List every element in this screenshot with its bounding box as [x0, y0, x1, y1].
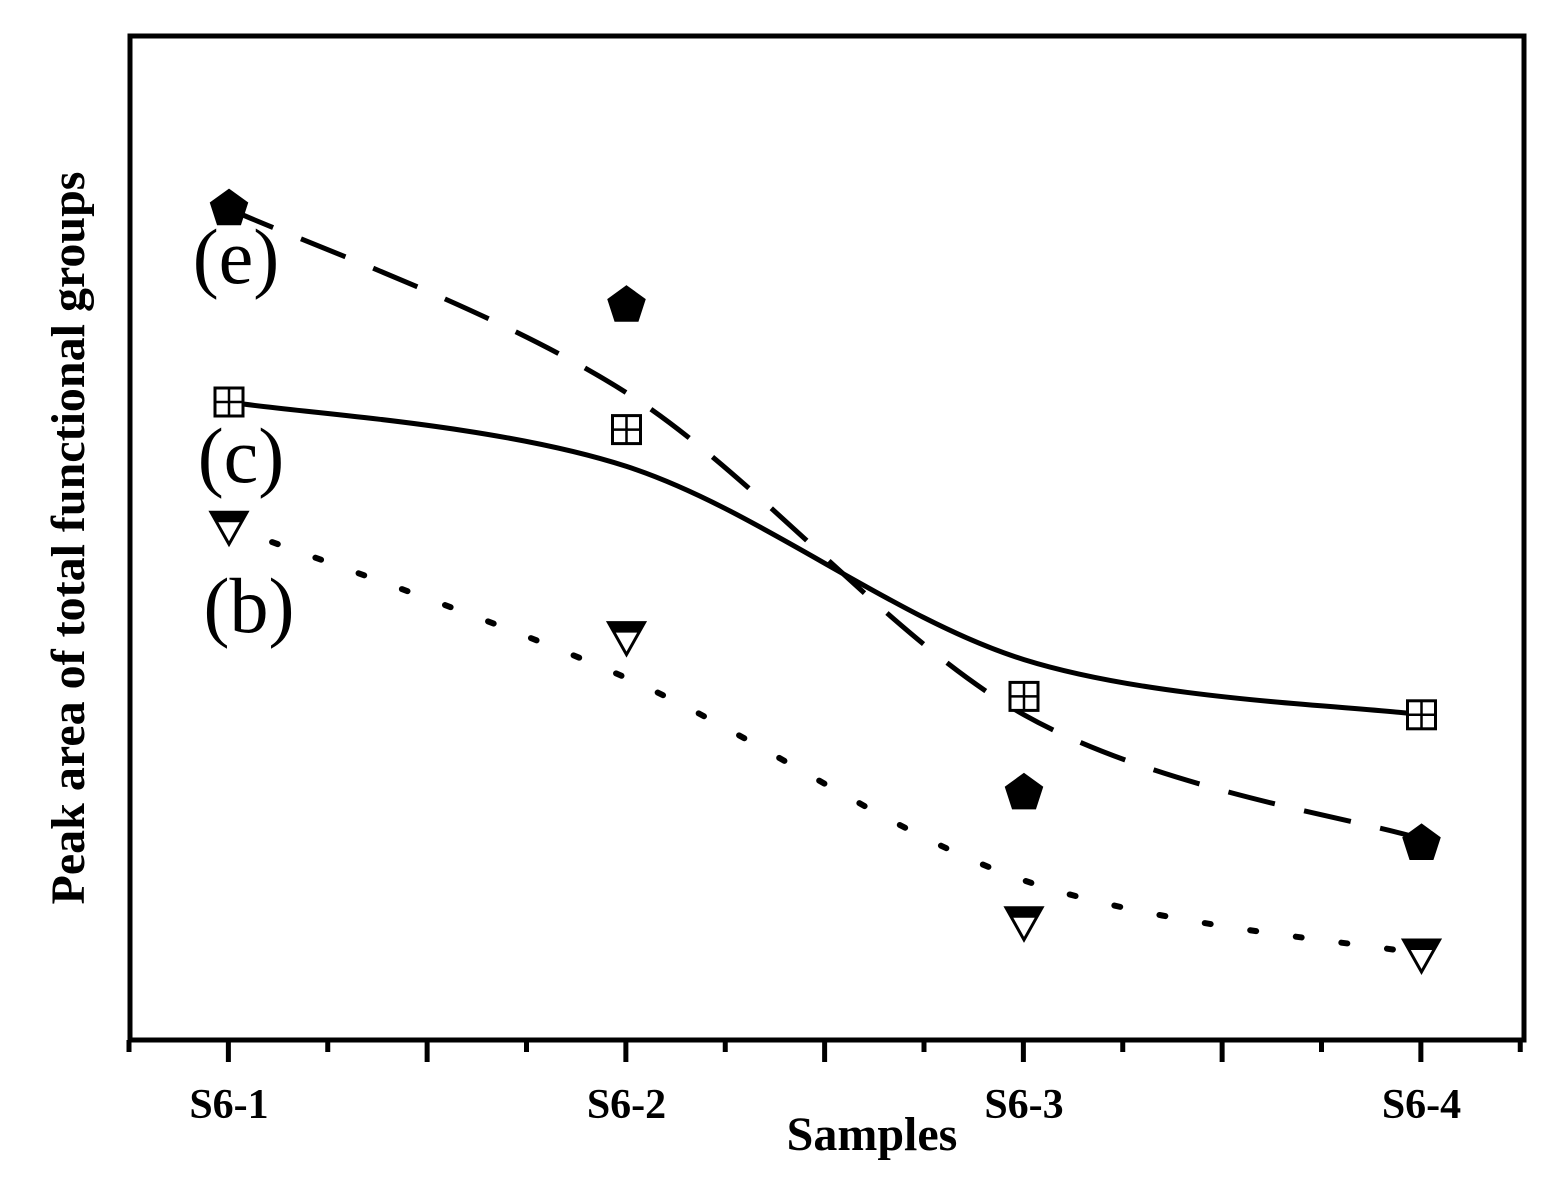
triangle-fill	[211, 512, 247, 523]
triangle-fill	[1006, 907, 1042, 918]
half-filled-triangle-marker	[208, 510, 250, 548]
pentagon-marker	[1004, 772, 1044, 810]
pentagon-marker	[209, 188, 249, 226]
series-label: (b)	[204, 562, 295, 649]
x-tick-label: S6-2	[587, 1082, 666, 1128]
x-tick-label: S6-4	[1382, 1082, 1461, 1128]
x-tick-label: S6-3	[984, 1082, 1063, 1128]
fit-line-dotted	[226, 523, 1425, 957]
x-axis-title: Samples	[787, 1108, 958, 1161]
series-label: (c)	[198, 412, 285, 499]
series-label: (e)	[193, 213, 280, 300]
crossed-square-marker	[1406, 699, 1437, 731]
crossed-square-marker	[611, 414, 642, 446]
plot-frame	[127, 33, 1527, 1043]
pentagon-marker	[1402, 823, 1441, 860]
pentagon-marker	[607, 285, 646, 322]
crossed-square-marker	[213, 386, 245, 418]
fit-line-solid	[228, 399, 1422, 718]
fit-lines	[226, 206, 1425, 957]
x-tick-label: S6-1	[189, 1082, 268, 1128]
y-axis-title: Peak area of total functional groups	[42, 172, 95, 905]
plot-border	[127, 33, 1527, 1043]
half-filled-triangle-marker	[1400, 938, 1443, 976]
x-axis-ticks	[126, 1040, 1523, 1062]
half-filled-triangle-marker	[1003, 906, 1045, 943]
x-axis-tick-labels: S6-1 S6-2 S6-3 S6-4	[189, 1082, 1461, 1128]
series-labels: (e) (c) (b)	[193, 213, 295, 649]
triangle-fill	[1403, 940, 1440, 950]
crossed-square-marker	[1008, 680, 1040, 712]
half-filled-triangle-marker	[605, 621, 648, 658]
triangle-fill	[608, 622, 645, 633]
data-markers	[208, 188, 1443, 976]
fit-line-dashed	[227, 206, 1423, 842]
